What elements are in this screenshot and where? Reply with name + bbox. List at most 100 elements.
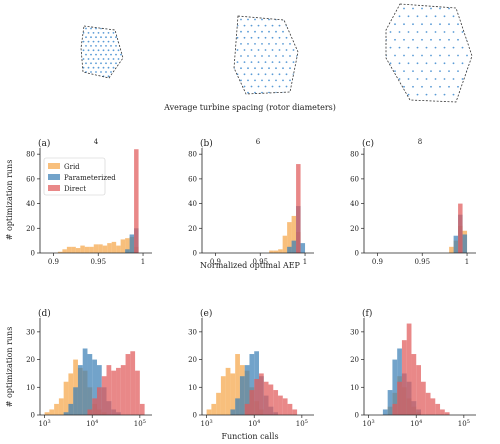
turbine-dot	[85, 27, 87, 30]
x-tick-label: 105	[134, 419, 146, 428]
x-tick-label: 0.9	[210, 258, 221, 266]
turbine-dot	[457, 7, 459, 10]
bar	[273, 250, 279, 253]
turbine-dot	[81, 27, 82, 30]
bar	[273, 390, 279, 415]
turbine-dot	[236, 85, 239, 88]
turbine-dot	[421, 23, 423, 26]
turbine-dot	[430, 85, 432, 88]
turbine-dots	[386, 7, 472, 96]
turbine-dot	[97, 66, 100, 69]
turbine-dot	[254, 30, 256, 33]
y-tick-label: 60	[26, 175, 35, 183]
turbine-dot	[271, 24, 274, 27]
bar	[287, 222, 292, 253]
turbine-dot	[439, 54, 441, 57]
turbine-dot	[95, 27, 97, 30]
turbine-dot	[264, 49, 267, 51]
xlabel-aep: Normalized optimal AEP	[200, 261, 301, 270]
turbine-dot	[443, 62, 446, 65]
y-tick-label: 80	[350, 151, 359, 159]
turbine-dot	[90, 53, 92, 56]
x-tick-label: 0.9	[372, 258, 383, 266]
turbine-dot	[105, 45, 107, 47]
turbine-dot	[105, 71, 107, 73]
y-tick-label: 10	[350, 384, 359, 392]
turbine-dot	[81, 71, 82, 73]
turbine-dot	[425, 46, 428, 49]
bar	[225, 367, 231, 415]
panel-d: 0 10 20 30 103 104 105 (d)	[26, 308, 152, 428]
turbine-dot	[234, 30, 235, 33]
turbine-dot	[282, 67, 284, 70]
turbine-dot	[466, 23, 468, 26]
turbine-dot	[82, 49, 85, 52]
ylabel-bottom: # optimization runs	[5, 327, 14, 408]
turbine-dot	[117, 75, 120, 78]
turbine-dot	[105, 62, 107, 65]
turbine-dot	[448, 38, 450, 41]
turbine-dot	[120, 62, 122, 65]
bar	[87, 354, 93, 415]
spacing-title: 6	[256, 138, 261, 146]
turbine-dot	[403, 54, 405, 57]
turbine-dot	[461, 78, 464, 80]
turbine-dot	[102, 40, 105, 43]
x-tick-label: 103	[39, 419, 51, 428]
turbine-dot	[95, 53, 97, 56]
turbine-dot	[421, 7, 423, 10]
turbine-dot	[452, 31, 455, 33]
y-tick-label: 20	[350, 225, 359, 233]
series-direct	[296, 164, 301, 253]
turbine-dot	[275, 43, 277, 45]
turbine-dot	[240, 43, 242, 45]
turbine-dot	[403, 7, 405, 10]
turbine-dot	[102, 32, 105, 34]
turbine-dot	[120, 71, 122, 73]
bar	[244, 403, 250, 415]
turbine-dot	[100, 62, 102, 65]
turbine-dot	[107, 40, 110, 43]
turbine-dot	[278, 49, 281, 51]
turbine-dot	[254, 55, 256, 57]
turbine-dot	[95, 62, 97, 65]
bar	[300, 243, 306, 253]
turbine-dot	[250, 36, 253, 39]
turbine-dot	[292, 85, 295, 88]
bar	[63, 381, 69, 415]
bar	[416, 365, 421, 415]
turbine-dot	[97, 40, 100, 43]
y-tick-label: 0	[31, 412, 35, 420]
turbine-dot	[466, 54, 468, 57]
legend-swatch	[48, 163, 60, 169]
turbine-dot	[457, 85, 459, 88]
layout-caption: Average turbine spacing (rotor diameters…	[163, 103, 336, 112]
turbine-dot	[243, 49, 246, 51]
turbine-dot	[257, 85, 260, 88]
bar	[401, 340, 407, 415]
turbine-dot	[110, 36, 112, 39]
turbine-dot	[236, 36, 239, 39]
turbine-dot	[102, 66, 105, 69]
turbine-dot	[386, 70, 387, 72]
turbine-dot	[412, 70, 414, 72]
bar	[125, 354, 131, 415]
turbine-dot	[261, 43, 263, 45]
bar	[49, 409, 55, 415]
turbine-dot	[389, 93, 392, 96]
turbine-dot	[100, 71, 102, 73]
turbine-dot	[247, 30, 249, 33]
turbine-dot	[425, 78, 428, 80]
turbine-dot	[257, 24, 260, 27]
bar	[268, 384, 274, 415]
turbine-dot	[243, 85, 246, 88]
turbine-dot	[470, 62, 472, 65]
x-tick-label: 1	[303, 258, 307, 266]
turbine-dot	[257, 73, 260, 76]
turbine-dot	[285, 61, 288, 63]
turbine-dot	[416, 46, 419, 49]
turbine-dot	[394, 23, 396, 26]
turbine-dot	[285, 85, 288, 88]
bar	[263, 381, 269, 415]
